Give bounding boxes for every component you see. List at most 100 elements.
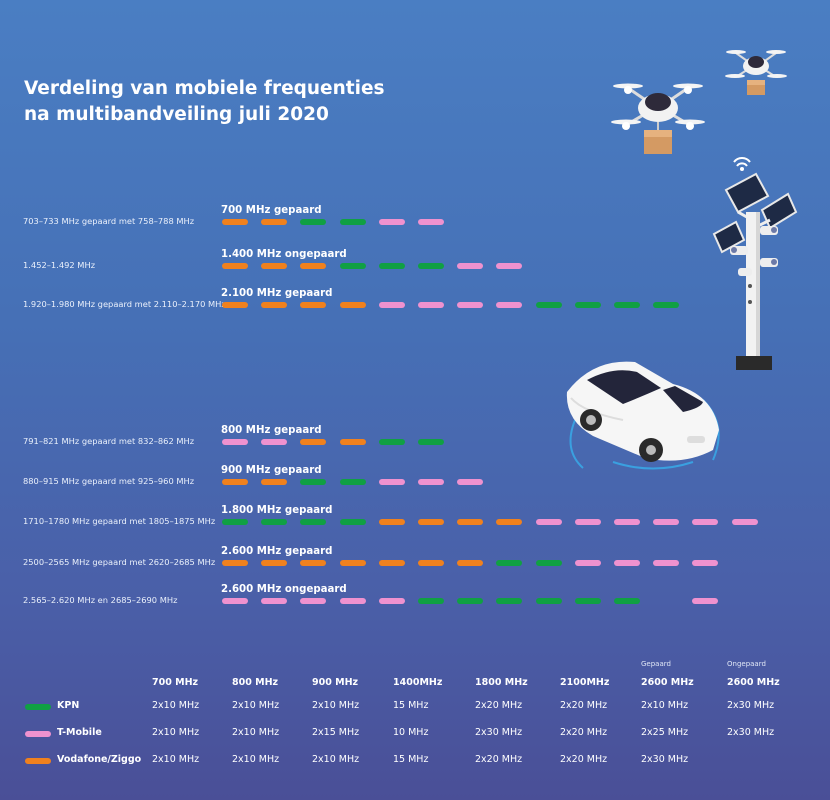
band-segment-t-mobile [378, 479, 405, 485]
band-range-label: 1710–1780 MHz gepaard met 1805–1875 MHz [23, 516, 216, 526]
band-segment-vodafone-ziggo [261, 219, 288, 225]
band-segment-t-mobile [574, 519, 601, 525]
band-segment-vodafone-ziggo [261, 479, 288, 485]
band-segment-kpn [496, 598, 523, 604]
band-segment-t-mobile [614, 519, 640, 525]
band-segment-kpn [418, 263, 444, 269]
table-cell: 2x10 MHz [232, 754, 280, 765]
band-segment-t-mobile [418, 479, 444, 485]
band-segment-kpn [653, 302, 680, 308]
table-cell: 2x10 MHz [152, 754, 200, 765]
band-range-label: 1.920–1.980 MHz gepaard met 2.110–2.170 … [23, 299, 226, 309]
band-title: 1.800 MHz gepaard [221, 505, 333, 516]
band-segment-kpn [339, 263, 366, 269]
column-header: 2100MHz [560, 677, 610, 688]
band-segment-vodafone-ziggo [300, 560, 327, 566]
band-segment-t-mobile [731, 519, 758, 525]
band-range-label: 791–821 MHz gepaard met 832–862 MHz [23, 436, 195, 446]
band-segment-kpn [535, 302, 562, 308]
band-segment-kpn [261, 519, 288, 525]
table-cell: 2x25 MHz [641, 727, 689, 738]
band-segment-t-mobile [378, 598, 405, 604]
band-segment-vodafone-ziggo [418, 560, 444, 566]
column-subheader: Ongepaard [727, 660, 766, 668]
table-cell: 2x10 MHz [152, 727, 200, 738]
table-cell: 2x20 MHz [560, 700, 608, 711]
chart-title: Verdeling van mobiele frequenties na mul… [24, 76, 385, 128]
band-segment-kpn [378, 439, 405, 445]
band-segment-t-mobile [457, 302, 484, 308]
table-cell: 2x20 MHz [475, 700, 523, 711]
band-title: 900 MHz gepaard [221, 465, 322, 476]
band-segment-kpn [300, 479, 327, 485]
band-segment-t-mobile [457, 263, 484, 269]
band-segment-vodafone-ziggo [261, 560, 288, 566]
band-segment-t-mobile [496, 263, 523, 269]
band-segment-vodafone-ziggo [222, 302, 248, 308]
band-segment-t-mobile [222, 439, 248, 445]
table-cell: 2x15 MHz [312, 727, 360, 738]
table-cell: 15 MHz [393, 754, 429, 765]
band-segment-kpn [339, 219, 366, 225]
column-header: 800 MHz [232, 677, 279, 688]
smart-pole-icon [712, 157, 798, 370]
title-line-2: na multibandveiling juli 2020 [24, 104, 329, 125]
band-segment-kpn [339, 479, 366, 485]
legend-swatch [25, 758, 51, 764]
band-segment-kpn [535, 560, 562, 566]
band-segment-vodafone-ziggo [261, 302, 288, 308]
band-segment-kpn [378, 263, 405, 269]
band-segment-t-mobile [614, 560, 640, 566]
legend-operator-label: Vodafone/Ziggo [57, 754, 142, 765]
band-title: 2.100 MHz gepaard [221, 288, 333, 299]
band-segment-t-mobile [378, 219, 405, 225]
band-segment-kpn [535, 598, 562, 604]
band-segment-vodafone-ziggo [378, 560, 405, 566]
band-range-label: 703–733 MHz gepaard met 758–788 MHz [23, 216, 195, 226]
band-title: 800 MHz gepaard [221, 425, 322, 436]
table-cell: 2x10 MHz [641, 700, 689, 711]
band-segment-vodafone-ziggo [339, 560, 366, 566]
band-segment-t-mobile [692, 519, 719, 525]
table-cell: 10 MHz [393, 727, 429, 738]
band-segment-t-mobile [261, 598, 288, 604]
drone-icon [611, 83, 705, 154]
band-segment-t-mobile [378, 302, 405, 308]
column-header: 1400MHz [393, 677, 443, 688]
column-header: 1800 MHz [475, 677, 528, 688]
band-segment-vodafone-ziggo [300, 263, 327, 269]
column-header: 900 MHz [312, 677, 359, 688]
table-cell: 2x30 MHz [641, 754, 689, 765]
band-segment-vodafone-ziggo [261, 263, 288, 269]
table-cell: 2x20 MHz [560, 727, 608, 738]
table-cell: 2x10 MHz [312, 754, 360, 765]
table-cell: 2x10 MHz [232, 727, 280, 738]
band-segment-t-mobile [261, 439, 288, 445]
band-segment-kpn [300, 519, 327, 525]
legend-swatch [25, 704, 51, 710]
band-segment-vodafone-ziggo [457, 560, 484, 566]
band-segment-vodafone-ziggo [300, 439, 327, 445]
band-segment-kpn [222, 519, 248, 525]
title-line-1: Verdeling van mobiele frequenties [24, 78, 385, 99]
table-cell: 2x20 MHz [560, 754, 608, 765]
table-cell: 2x30 MHz [727, 727, 775, 738]
table-cell: 2x20 MHz [475, 754, 523, 765]
band-title: 2.600 MHz gepaard [221, 546, 333, 557]
legend-operator-label: KPN [57, 700, 80, 711]
band-segment-vodafone-ziggo [222, 479, 248, 485]
band-segment-t-mobile [692, 560, 719, 566]
drone-icon [725, 50, 787, 95]
band-segment-kpn [457, 598, 484, 604]
band-segment-vodafone-ziggo [222, 219, 248, 225]
band-segment-kpn [614, 598, 640, 604]
band-segment-vodafone-ziggo [222, 560, 248, 566]
band-segment-t-mobile [653, 560, 680, 566]
band-segment-vodafone-ziggo [457, 519, 484, 525]
table-cell: 2x10 MHz [232, 700, 280, 711]
band-segment-kpn [418, 439, 444, 445]
table-cell: 2x30 MHz [727, 700, 775, 711]
band-range-label: 880–915 MHz gepaard met 925–960 MHz [23, 476, 195, 486]
band-segment-vodafone-ziggo [339, 439, 366, 445]
column-header: 700 MHz [152, 677, 199, 688]
